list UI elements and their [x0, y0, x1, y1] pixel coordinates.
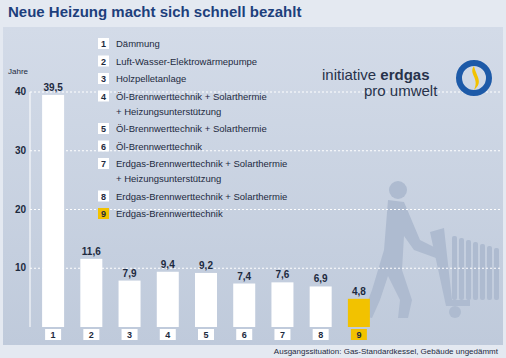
note: Ausgangssituation: Gas-Standardkessel, G…	[274, 347, 499, 356]
data-label: 9,2	[199, 260, 213, 271]
legend-box	[98, 91, 109, 102]
category-box	[198, 329, 214, 340]
legend-text: Öl-Brennwerttechnik	[116, 141, 202, 152]
logo-icon	[472, 66, 479, 90]
bar	[157, 272, 179, 327]
legend-text: + Heizungsunterstützung	[116, 106, 221, 117]
x-tick-label: 3	[127, 330, 132, 340]
legend-box	[98, 56, 109, 67]
y-tick-label: 20	[15, 204, 27, 215]
bar	[271, 282, 293, 327]
legend-number: 8	[101, 192, 106, 202]
panel	[3, 27, 503, 345]
data-label: 39,5	[43, 82, 63, 93]
x-tick-label: 2	[89, 330, 94, 340]
title: Neue Heizung macht sich schnell bezahlt	[8, 3, 301, 20]
data-label: 6,9	[314, 273, 328, 284]
bar	[310, 286, 332, 327]
x-tick-label: 5	[203, 330, 208, 340]
legend-box	[98, 208, 109, 219]
category-box	[83, 329, 99, 340]
bar	[348, 299, 370, 327]
logo-text: pro umwelt	[364, 82, 438, 99]
legend-text: Öl-Brennwerttechnik + Solarthermie	[116, 123, 267, 134]
bar	[195, 273, 217, 327]
legend-box	[98, 158, 109, 169]
legend-number: 1	[101, 39, 106, 49]
data-label: 4,8	[352, 286, 366, 297]
legend-text: Dämmung	[116, 38, 160, 49]
x-tick-label: 8	[318, 330, 323, 340]
bar	[80, 259, 102, 327]
legend-number: 2	[101, 57, 106, 67]
category-box	[236, 329, 252, 340]
chart: Neue Heizung macht sich schnell bezahlt 1…	[0, 0, 506, 358]
category-box	[160, 329, 176, 340]
y-axis-label: Jahre	[8, 67, 29, 76]
legend-box	[98, 73, 109, 84]
silhouette	[362, 181, 499, 318]
data-label: 7,9	[123, 268, 137, 279]
category-box	[351, 329, 367, 340]
category-box	[45, 329, 61, 340]
legend-number: 5	[101, 124, 106, 134]
legend-number: 4	[101, 92, 106, 102]
bar	[42, 95, 64, 327]
category-box	[274, 329, 290, 340]
y-tick-label: 40	[15, 86, 27, 97]
logo-text: erdgas	[380, 66, 429, 83]
logo-icon	[459, 63, 489, 93]
logo-text: initiative	[322, 66, 380, 83]
y-tick-label: 30	[15, 145, 27, 156]
legend-text: Erdgas-Brennwerttechnik + Solarthermie	[116, 158, 287, 169]
logo-text: initiative erdgas	[322, 66, 430, 83]
y-tick-label: 10	[15, 262, 27, 273]
x-tick-label: 4	[165, 330, 170, 340]
legend-text: Erdgas-Brennwerttechnik	[116, 208, 223, 219]
legend-box	[98, 38, 109, 49]
legend-text: Öl-Brennwerttechnik + Solarthermie	[116, 91, 267, 102]
legend-number: 3	[101, 74, 106, 84]
x-tick-label: 6	[242, 330, 247, 340]
bar	[233, 284, 255, 327]
legend-number: 9	[101, 209, 106, 219]
data-label: 7,6	[275, 269, 289, 280]
bar	[119, 281, 141, 327]
x-tick-label: 7	[280, 330, 285, 340]
bars	[42, 95, 370, 327]
legend-text: Erdgas-Brennwerttechnik + Solarthermie	[116, 191, 287, 202]
legend-text: Luft-Wasser-Elektrowärmepumpe	[116, 56, 257, 67]
data-label: 9,4	[161, 259, 175, 270]
legend-box	[98, 191, 109, 202]
category-box	[313, 329, 329, 340]
legend-box	[98, 141, 109, 152]
legend-number: 6	[101, 142, 106, 152]
x-tick-label: 9	[356, 330, 361, 340]
data-label: 11,6	[82, 246, 101, 257]
legend-box	[98, 123, 109, 134]
data-label: 7,4	[237, 271, 251, 282]
category-box	[122, 329, 138, 340]
x-tick-label: 1	[51, 330, 56, 340]
legend-number: 7	[101, 159, 106, 169]
legend-text: Holzpelletanlage	[116, 73, 186, 84]
y-axis	[30, 92, 31, 327]
legend-text: + Heizungsunterstützung	[116, 173, 221, 184]
